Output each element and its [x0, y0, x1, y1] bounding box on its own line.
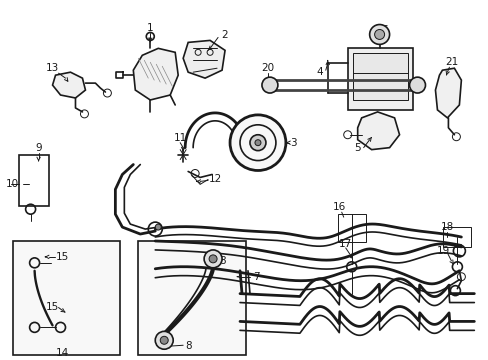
Bar [443, 227, 470, 247]
Text: 13: 13 [46, 63, 59, 73]
Circle shape [249, 135, 265, 150]
Circle shape [374, 30, 384, 39]
Text: 15: 15 [46, 302, 59, 311]
Polygon shape [183, 40, 224, 78]
Text: 5: 5 [354, 143, 360, 153]
Polygon shape [52, 72, 85, 98]
Circle shape [229, 115, 285, 171]
Text: 14: 14 [56, 348, 69, 358]
Text: 11: 11 [173, 133, 186, 143]
Text: 16: 16 [332, 202, 346, 212]
Circle shape [203, 250, 222, 268]
Text: 7: 7 [252, 272, 259, 282]
Text: 19: 19 [436, 246, 449, 256]
Circle shape [155, 331, 173, 349]
Text: 21: 21 [444, 57, 457, 67]
Bar [138, 241, 245, 355]
Text: 9: 9 [35, 143, 42, 153]
Bar [19, 154, 48, 206]
Bar [13, 241, 120, 355]
Circle shape [408, 77, 425, 93]
Circle shape [155, 224, 161, 230]
Text: 8: 8 [184, 341, 191, 351]
Polygon shape [435, 68, 461, 118]
Circle shape [254, 140, 261, 146]
Circle shape [209, 255, 217, 263]
Circle shape [369, 24, 389, 44]
Text: 20: 20 [261, 63, 274, 73]
Circle shape [262, 77, 277, 93]
Polygon shape [347, 48, 412, 110]
Text: 17: 17 [338, 239, 352, 249]
Circle shape [160, 336, 168, 344]
Bar [337, 214, 365, 242]
Text: 3: 3 [290, 138, 297, 148]
Text: 10: 10 [6, 179, 19, 189]
Bar [352, 53, 407, 100]
Text: 4: 4 [316, 67, 323, 77]
Text: 8: 8 [218, 256, 225, 266]
Text: 18: 18 [440, 222, 453, 232]
Text: 6: 6 [381, 26, 387, 36]
Text: 2: 2 [221, 31, 228, 40]
Text: 12: 12 [208, 175, 221, 184]
Text: 15: 15 [56, 252, 69, 262]
Polygon shape [357, 112, 399, 150]
Text: 1: 1 [147, 23, 153, 33]
Polygon shape [133, 48, 178, 100]
